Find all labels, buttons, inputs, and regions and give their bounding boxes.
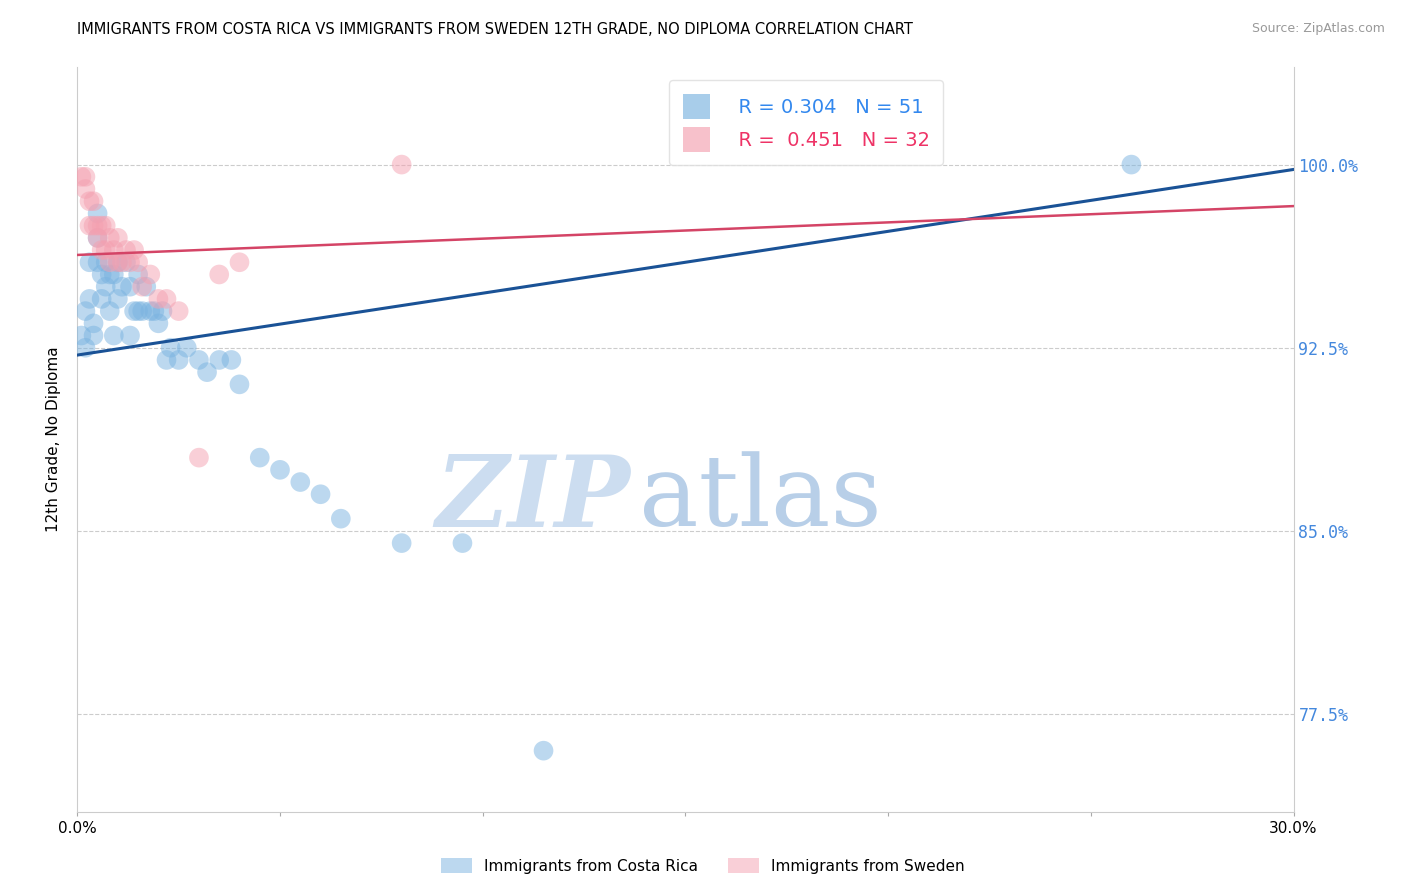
Text: atlas: atlas xyxy=(640,451,882,547)
Point xyxy=(1121,158,1143,172)
Point xyxy=(155,292,177,306)
Point xyxy=(79,194,101,209)
Point xyxy=(98,268,121,282)
Point xyxy=(79,292,101,306)
Point xyxy=(70,169,93,184)
Point xyxy=(75,169,97,184)
Point xyxy=(131,304,153,318)
Point xyxy=(107,255,129,269)
Point xyxy=(451,536,474,550)
Point xyxy=(135,279,157,293)
Point xyxy=(90,243,112,257)
Point xyxy=(115,255,138,269)
Point xyxy=(94,255,117,269)
Point xyxy=(83,194,105,209)
Point xyxy=(118,279,141,293)
Point xyxy=(139,268,162,282)
Point xyxy=(533,744,555,758)
Text: Source: ZipAtlas.com: Source: ZipAtlas.com xyxy=(1251,22,1385,36)
Point xyxy=(94,219,117,233)
Point xyxy=(118,328,141,343)
Text: IMMIGRANTS FROM COSTA RICA VS IMMIGRANTS FROM SWEDEN 12TH GRADE, NO DIPLOMA CORR: IMMIGRANTS FROM COSTA RICA VS IMMIGRANTS… xyxy=(77,22,914,37)
Point xyxy=(159,341,181,355)
Point xyxy=(103,268,125,282)
Point xyxy=(83,316,105,330)
Point xyxy=(86,206,108,220)
Point xyxy=(86,231,108,245)
Point xyxy=(167,304,190,318)
Point xyxy=(115,243,138,257)
Point xyxy=(79,219,101,233)
Point xyxy=(90,292,112,306)
Point xyxy=(329,511,352,525)
Point xyxy=(107,231,129,245)
Point xyxy=(118,255,141,269)
Point xyxy=(98,304,121,318)
Point xyxy=(148,292,170,306)
Point xyxy=(208,353,231,368)
Point xyxy=(70,328,93,343)
Y-axis label: 12th Grade, No Diploma: 12th Grade, No Diploma xyxy=(46,346,62,533)
Point xyxy=(228,377,250,392)
Text: ZIP: ZIP xyxy=(436,450,631,547)
Point xyxy=(176,341,198,355)
Point xyxy=(94,243,117,257)
Point xyxy=(221,353,243,368)
Point xyxy=(86,231,108,245)
Point xyxy=(228,255,250,269)
Point xyxy=(94,279,117,293)
Point xyxy=(195,365,218,379)
Point xyxy=(86,255,108,269)
Point xyxy=(131,279,153,293)
Point xyxy=(208,268,231,282)
Point xyxy=(148,316,170,330)
Point xyxy=(90,268,112,282)
Point xyxy=(269,463,291,477)
Point xyxy=(127,268,149,282)
Point xyxy=(152,304,174,318)
Point xyxy=(309,487,332,501)
Point xyxy=(143,304,166,318)
Point xyxy=(155,353,177,368)
Point xyxy=(111,255,134,269)
Point xyxy=(107,255,129,269)
Point xyxy=(75,341,97,355)
Point xyxy=(139,304,162,318)
Point xyxy=(107,292,129,306)
Point xyxy=(391,536,413,550)
Point xyxy=(167,353,190,368)
Point xyxy=(111,279,134,293)
Point xyxy=(391,158,413,172)
Point xyxy=(127,304,149,318)
Point xyxy=(75,304,97,318)
Point xyxy=(122,304,145,318)
Point xyxy=(127,255,149,269)
Point xyxy=(83,328,105,343)
Point xyxy=(290,475,312,489)
Point xyxy=(103,328,125,343)
Point xyxy=(103,243,125,257)
Legend:   R = 0.304   N = 51,   R =  0.451   N = 32: R = 0.304 N = 51, R = 0.451 N = 32 xyxy=(669,80,943,165)
Point xyxy=(122,243,145,257)
Legend: Immigrants from Costa Rica, Immigrants from Sweden: Immigrants from Costa Rica, Immigrants f… xyxy=(434,852,972,880)
Point xyxy=(86,219,108,233)
Point xyxy=(75,182,97,196)
Point xyxy=(83,219,105,233)
Point xyxy=(98,231,121,245)
Point xyxy=(90,219,112,233)
Point xyxy=(98,255,121,269)
Point xyxy=(188,450,211,465)
Point xyxy=(249,450,271,465)
Point xyxy=(188,353,211,368)
Point xyxy=(79,255,101,269)
